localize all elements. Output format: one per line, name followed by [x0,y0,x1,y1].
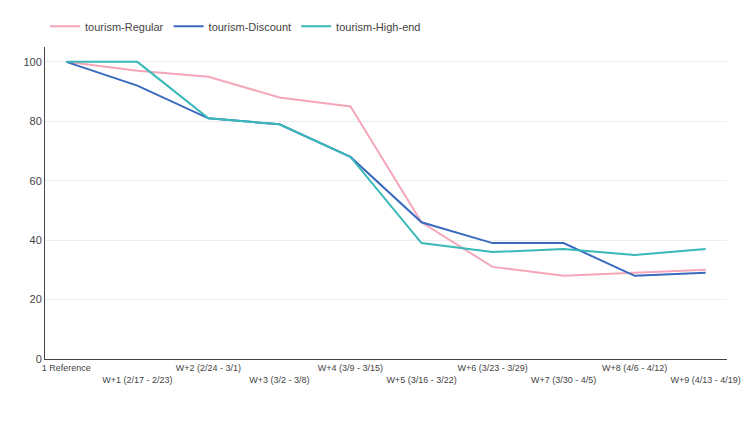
svg-text:W+2 (2/24 - 3/1): W+2 (2/24 - 3/1) [176,363,241,373]
svg-text:100: 100 [23,56,41,68]
svg-text:tourism-High-end: tourism-High-end [336,21,420,33]
svg-text:tourism-Discount: tourism-Discount [209,21,292,33]
svg-text:W+7 (3/30 - 4/5): W+7 (3/30 - 4/5) [531,375,596,385]
svg-text:40: 40 [30,234,42,246]
svg-text:W+6 (3/23 - 3/29): W+6 (3/23 - 3/29) [457,363,527,373]
svg-text:1 Reference: 1 Reference [42,363,91,373]
svg-text:W+8 (4/6 - 4/12): W+8 (4/6 - 4/12) [602,363,667,373]
svg-text:20: 20 [30,293,42,305]
svg-text:W+9 (4/13 - 4/19): W+9 (4/13 - 4/19) [671,375,741,385]
svg-text:W+4 (3/9 - 3/15): W+4 (3/9 - 3/15) [318,363,383,373]
svg-text:80: 80 [30,115,42,127]
svg-text:W+1 (2/17 - 2/23): W+1 (2/17 - 2/23) [102,375,172,385]
svg-text:tourism-Regular: tourism-Regular [85,21,164,33]
svg-text:0: 0 [36,353,42,365]
svg-text:60: 60 [30,175,42,187]
svg-text:W+5 (3/16 - 3/22): W+5 (3/16 - 3/22) [386,375,456,385]
svg-text:W+3 (3/2 - 3/8): W+3 (3/2 - 3/8) [249,375,309,385]
